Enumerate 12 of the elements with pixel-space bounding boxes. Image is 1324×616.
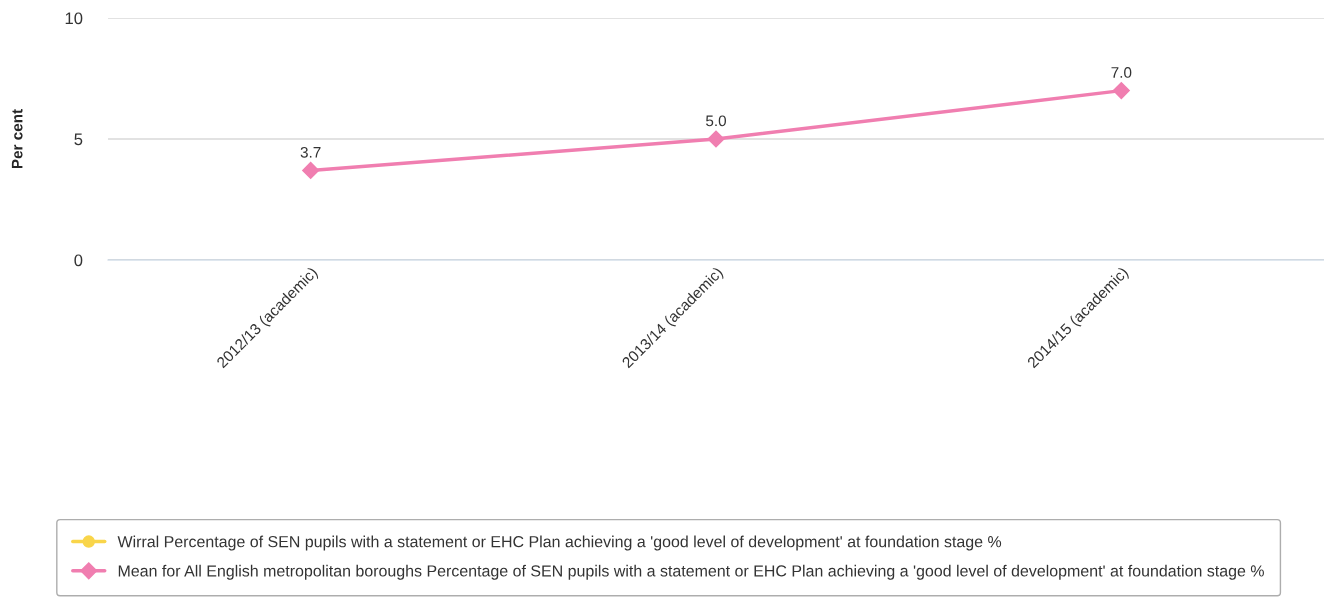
point <box>1112 82 1130 100</box>
point <box>707 130 725 148</box>
legend-label: Wirral Percentage of SEN pupils with a statement or EHC Plan achieving a 'good level of development' at foundation stage % <box>117 535 1002 551</box>
y-tick-label: 0 <box>74 254 83 267</box>
legend-label: Mean for All English metropolitan boroughs Percentage of SEN pupils with a statement or EHC Plan achieving a 'good level of development' at foundation stage % <box>118 564 1264 580</box>
y-tick-label: 5 <box>74 133 83 146</box>
data-label: 7.0 <box>1111 67 1132 78</box>
y-tick-label: 10 <box>65 12 83 25</box>
point <box>302 161 320 180</box>
y-axis-title: Per cent <box>11 109 23 169</box>
data-label: 5.0 <box>705 115 727 127</box>
data-label: 3.7 <box>300 146 321 158</box>
